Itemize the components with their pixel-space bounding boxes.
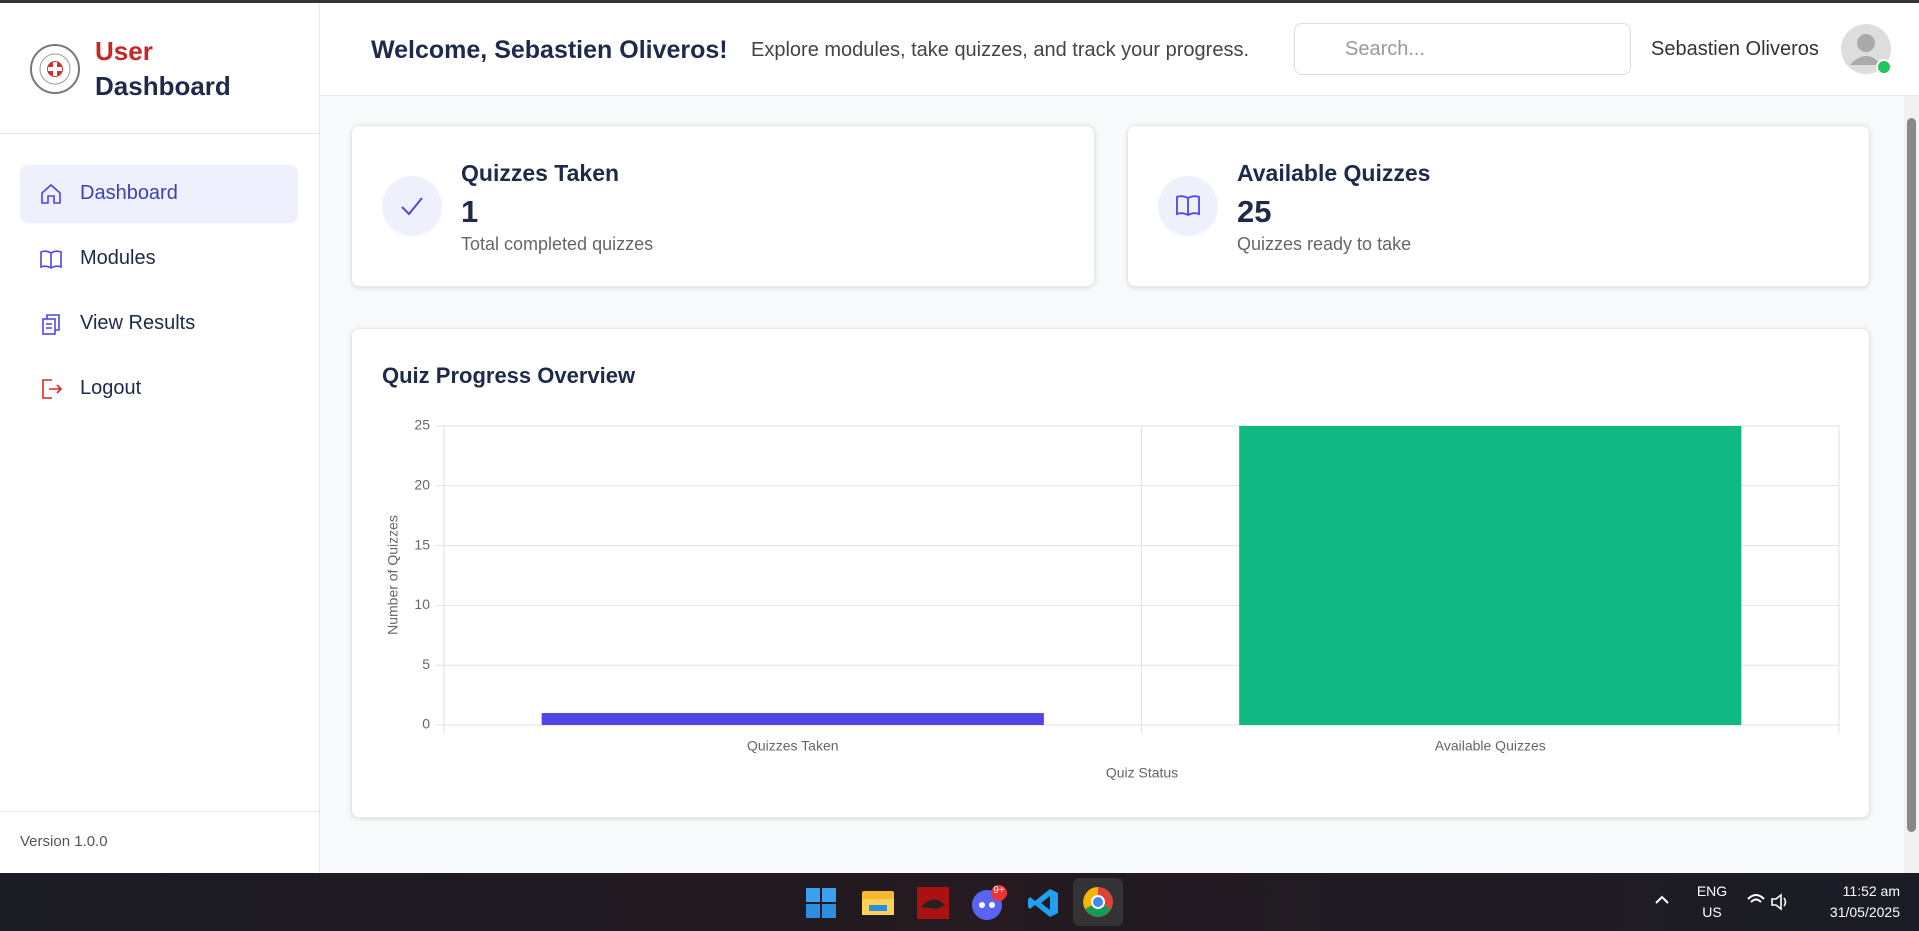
y-tick-label: 15 xyxy=(414,536,430,552)
brand-first: User xyxy=(95,36,153,66)
card-title: Quizzes Taken xyxy=(461,160,620,186)
network-volume[interactable] xyxy=(1746,891,1790,913)
sidebar: User Dashboard Dashboard Modules View Re… xyxy=(0,3,320,873)
bar xyxy=(1239,426,1742,725)
brand-second: Dashboard xyxy=(95,71,231,101)
clock-date: 31/05/2025 xyxy=(1829,904,1900,920)
nav-label: Modules xyxy=(80,247,156,269)
clock-time[interactable]: 11:52 am xyxy=(1842,883,1900,899)
card-icon xyxy=(382,176,442,236)
y-tick-label: 20 xyxy=(414,477,430,493)
card-value: 1 xyxy=(461,194,479,229)
book-icon xyxy=(40,250,62,269)
user-name: Sebastien Oliveros xyxy=(1651,38,1819,60)
chart-title: Quiz Progress Overview xyxy=(382,363,636,388)
notification-badge: 9+ xyxy=(993,885,1005,896)
vscode-icon[interactable] xyxy=(1027,887,1059,919)
taskbar: 9+ ENG US 11:52 am 31/05/2025 xyxy=(0,873,1919,931)
y-tick-label: 5 xyxy=(422,656,430,672)
search-box[interactable]: Search... xyxy=(1294,23,1631,75)
stat-card: Available Quizzes 25 Quizzes ready to ta… xyxy=(1127,125,1870,287)
chrome-icon[interactable] xyxy=(1082,886,1114,918)
y-tick-label: 0 xyxy=(422,716,430,732)
nav-label: Dashboard xyxy=(80,182,178,204)
search-placeholder: Search... xyxy=(1345,38,1426,60)
x-tick-label: Quizzes Taken xyxy=(747,738,839,754)
divider xyxy=(0,811,319,812)
scrollbar[interactable] xyxy=(1904,96,1919,873)
nav-item[interactable]: View Results xyxy=(20,295,298,353)
logout-icon xyxy=(42,379,62,399)
start-icon[interactable] xyxy=(805,887,837,919)
stat-card: Quizzes Taken 1 Total completed quizzes xyxy=(351,125,1095,287)
top-bar xyxy=(0,0,1919,3)
y-axis-label: Number of Quizzes xyxy=(385,515,401,635)
card-icon xyxy=(1158,176,1218,236)
nav-item[interactable]: Modules xyxy=(20,230,298,288)
y-tick-label: 25 xyxy=(414,417,430,433)
avatar[interactable] xyxy=(1840,23,1896,79)
explorer-icon[interactable] xyxy=(861,887,895,917)
chart-card: Quiz Progress Overview Number of Quizzes… xyxy=(351,328,1870,818)
nav-label: View Results xyxy=(80,312,196,334)
card-value: 25 xyxy=(1237,194,1272,229)
card-caption: Quizzes ready to take xyxy=(1237,234,1412,254)
divider xyxy=(0,133,319,134)
nav-item[interactable]: Logout xyxy=(20,360,298,418)
logo xyxy=(30,44,80,94)
home-icon xyxy=(41,183,61,204)
region: US xyxy=(1702,904,1722,920)
header: Welcome, Sebastien Oliveros! Explore mod… xyxy=(320,3,1919,96)
welcome: Welcome, Sebastien Oliveros! xyxy=(371,36,728,64)
card-title: Available Quizzes xyxy=(1237,160,1431,186)
results-icon xyxy=(42,314,60,335)
card-caption: Total completed quizzes xyxy=(461,234,654,254)
subtitle: Explore modules, take quizzes, and track… xyxy=(751,39,1250,61)
language[interactable]: ENG xyxy=(1696,883,1728,899)
version: Version 1.0.0 xyxy=(20,833,108,850)
bar xyxy=(541,713,1044,725)
chart: Quiz Progress Overview Number of Quizzes… xyxy=(382,363,1840,781)
x-tick-label: Available Quizzes xyxy=(1435,738,1546,754)
tray-chevron[interactable] xyxy=(1654,892,1670,908)
app-icon[interactable] xyxy=(917,887,949,919)
y-tick-label: 10 xyxy=(414,596,430,612)
x-axis-label: Quiz Status xyxy=(1106,765,1178,781)
discord-icon[interactable] xyxy=(971,885,1007,921)
nav-label: Logout xyxy=(80,377,142,399)
nav-item[interactable]: Dashboard xyxy=(20,165,298,223)
